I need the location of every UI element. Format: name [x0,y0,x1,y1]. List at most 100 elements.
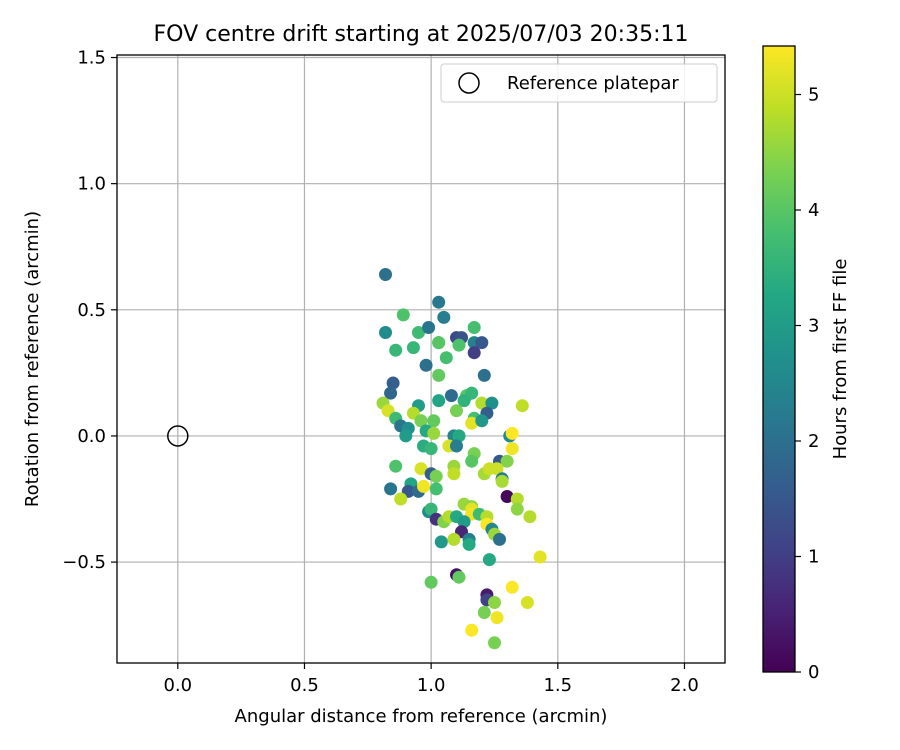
data-point [432,295,446,309]
data-point [437,310,451,324]
data-point [396,308,410,322]
data-point [422,321,436,334]
x-axis-ticks: 0.0 0.5 1.0 1.5 2.0 [163,663,699,696]
data-point [505,580,519,594]
data-point [384,482,398,496]
data-point [493,532,506,546]
data-point [452,338,466,352]
y-tick-label: 0.5 [77,300,106,321]
data-point [488,636,501,650]
y-tick-label: 1.0 [77,174,106,195]
data-point [467,346,481,360]
legend: Reference platepar [440,63,718,103]
data-point [465,454,479,468]
y-tick-label: 1.5 [77,48,106,69]
data-point [389,459,403,473]
data-point [434,535,448,549]
data-point [412,326,425,339]
data-point [475,396,489,410]
data-point [384,386,398,400]
data-point [520,596,534,609]
data-point [432,394,446,408]
data-point [488,596,501,609]
data-point [424,442,438,456]
data-point [452,570,466,584]
data-point [414,414,428,428]
y-axis-label: Rotation from reference (arcmin) [22,211,43,507]
data-point [482,553,496,567]
x-tick-label: 0.5 [290,675,319,696]
data-point [389,343,403,357]
data-point [394,492,408,506]
data-point [427,426,441,440]
y-tick-label: 0.0 [77,426,106,447]
x-tick-label: 1.5 [543,675,572,696]
data-point [444,389,458,403]
data-point [510,502,524,516]
data-point [447,467,461,481]
data-point [500,490,514,503]
data-point [432,336,446,350]
data-point [457,515,471,529]
data-point [465,416,479,430]
data-point [379,268,392,281]
x-axis-label: Angular distance from reference (arcmin) [235,706,608,727]
data-point [505,426,519,440]
data-point [467,321,481,334]
legend-box [440,63,718,103]
data-point [485,396,499,410]
data-point [424,502,438,516]
data-point [515,399,529,413]
plot-area-frame [116,54,726,664]
data-point [386,376,400,390]
colorbar-frame [762,45,796,673]
legend-entry-reference-platepar: Reference platepar [507,73,679,94]
data-point [417,479,430,493]
data-point [490,462,504,476]
data-point [465,623,479,637]
x-tick-label: 1.0 [417,675,446,696]
data-point [399,429,413,443]
data-point [477,606,491,619]
data-point [500,454,514,468]
data-point [523,510,537,524]
y-axis-ticks: −0.5 0.0 0.5 1.0 1.5 [62,48,117,573]
data-point [452,429,466,443]
data-point [510,492,524,506]
data-point [533,550,547,564]
data-point [462,537,476,551]
colorbar-tick-label: 3 [808,316,819,337]
data-point [432,368,446,382]
colorbar-ticks: 0 1 2 3 4 5 [795,85,819,683]
reference-platepar-marker [167,425,189,447]
data-point [429,482,443,496]
data-point [457,394,471,408]
colorbar-gradient [763,46,795,672]
data-point [495,474,509,488]
colorbar-tick-label: 2 [808,431,819,452]
data-point [505,442,519,456]
grid-lines [117,55,725,663]
data-point [414,462,428,476]
colorbar-tick-label: 0 [808,662,819,683]
data-point [424,575,438,589]
y-tick-label: −0.5 [62,552,106,573]
colorbar-tick-label: 5 [808,85,819,106]
data-point [475,414,489,428]
chart-title: FOV centre drift starting at 2025/07/03 … [154,22,689,47]
colorbar-tick-label: 4 [808,200,819,221]
data-point [475,336,489,350]
data-point [490,611,504,625]
data-point [450,439,463,453]
data-point [447,532,461,546]
data-point [406,341,420,355]
data-point [429,469,443,483]
data-point [379,326,392,339]
data-point [450,404,463,418]
legend-marker-icon [458,72,480,94]
x-tick-label: 2.0 [670,675,699,696]
data-points [376,268,547,650]
colorbar-label: Hours from first FF file [830,259,851,460]
colorbar-tick-label: 1 [808,547,819,568]
